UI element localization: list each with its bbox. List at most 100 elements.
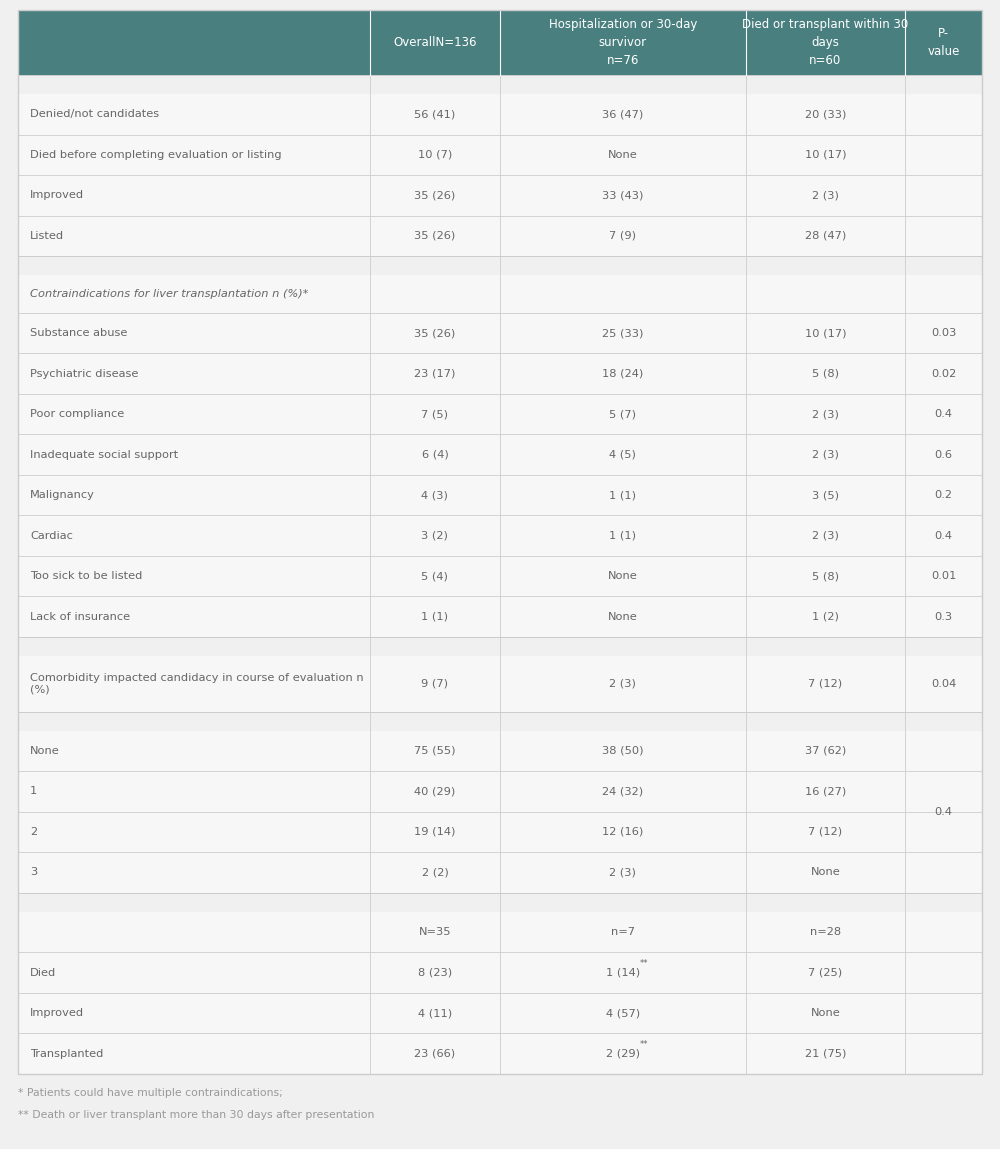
- Text: 25 (33): 25 (33): [602, 327, 644, 338]
- Text: P-
value: P- value: [927, 26, 960, 57]
- Text: **: **: [640, 958, 648, 967]
- Bar: [18, 256, 982, 276]
- Bar: [18, 912, 982, 953]
- Text: * Patients could have multiple contraindications;: * Patients could have multiple contraind…: [18, 1088, 283, 1098]
- Text: 0.04: 0.04: [931, 679, 956, 688]
- Text: Died: Died: [30, 967, 56, 978]
- Bar: [18, 394, 982, 434]
- Text: Psychiatric disease: Psychiatric disease: [30, 369, 138, 378]
- Text: None: None: [608, 151, 638, 160]
- Bar: [18, 276, 982, 313]
- Text: Comorbidity impacted candidacy in course of evaluation n
(%): Comorbidity impacted candidacy in course…: [30, 672, 364, 695]
- Text: 0.3: 0.3: [934, 611, 953, 622]
- Text: 5 (8): 5 (8): [812, 571, 839, 581]
- Bar: [18, 953, 982, 993]
- Text: 35 (26): 35 (26): [414, 191, 456, 200]
- Text: Cardiac: Cardiac: [30, 531, 73, 540]
- Text: None: None: [608, 611, 638, 622]
- Text: Listed: Listed: [30, 231, 64, 241]
- Text: Improved: Improved: [30, 191, 84, 200]
- Bar: [18, 216, 982, 256]
- Text: None: None: [30, 746, 60, 756]
- Text: **: **: [640, 1040, 648, 1049]
- Text: 3: 3: [30, 867, 37, 878]
- Bar: [18, 853, 982, 893]
- Text: ** Death or liver transplant more than 30 days after presentation: ** Death or liver transplant more than 3…: [18, 1110, 374, 1120]
- Text: 4 (3): 4 (3): [421, 491, 448, 500]
- Text: 1 (1): 1 (1): [421, 611, 448, 622]
- Bar: [18, 731, 982, 771]
- Text: 40 (29): 40 (29): [414, 786, 456, 796]
- Text: Inadequate social support: Inadequate social support: [30, 449, 178, 460]
- Bar: [18, 75, 982, 94]
- Bar: [18, 596, 982, 637]
- Bar: [18, 94, 982, 134]
- Text: 0.4: 0.4: [934, 531, 952, 540]
- Text: Malignancy: Malignancy: [30, 491, 95, 500]
- Text: 28 (47): 28 (47): [805, 231, 846, 241]
- Text: 2 (29): 2 (29): [606, 1049, 640, 1058]
- Text: 1 (1): 1 (1): [609, 491, 636, 500]
- Text: Poor compliance: Poor compliance: [30, 409, 124, 419]
- Text: n=7: n=7: [611, 927, 635, 938]
- Text: 24 (32): 24 (32): [602, 786, 643, 796]
- Text: None: None: [810, 1008, 840, 1018]
- Text: 4 (11): 4 (11): [418, 1008, 452, 1018]
- Bar: [18, 637, 982, 656]
- Text: 2 (3): 2 (3): [812, 531, 839, 540]
- Text: None: None: [608, 571, 638, 581]
- Text: 3 (5): 3 (5): [812, 491, 839, 500]
- Text: Transplanted: Transplanted: [30, 1049, 103, 1058]
- Bar: [18, 313, 982, 353]
- Bar: [18, 893, 982, 912]
- Text: 20 (33): 20 (33): [805, 109, 846, 119]
- Text: 4 (5): 4 (5): [609, 449, 636, 460]
- Text: 2 (3): 2 (3): [609, 867, 636, 878]
- Text: 23 (66): 23 (66): [414, 1049, 455, 1058]
- Text: n=28: n=28: [810, 927, 841, 938]
- Text: 10 (17): 10 (17): [805, 327, 846, 338]
- Text: 0.4: 0.4: [934, 807, 952, 817]
- Text: 7 (12): 7 (12): [808, 827, 842, 836]
- Bar: [18, 434, 982, 475]
- Bar: [18, 516, 982, 556]
- Text: N=35: N=35: [419, 927, 451, 938]
- Text: 37 (62): 37 (62): [805, 746, 846, 756]
- Text: 35 (26): 35 (26): [414, 231, 456, 241]
- Text: 18 (24): 18 (24): [602, 369, 644, 378]
- Text: 1 (2): 1 (2): [812, 611, 839, 622]
- Text: Contraindications for liver transplantation n (%)*: Contraindications for liver transplantat…: [30, 290, 308, 299]
- Text: 0.02: 0.02: [931, 369, 956, 378]
- Text: 6 (4): 6 (4): [422, 449, 448, 460]
- Text: Too sick to be listed: Too sick to be listed: [30, 571, 142, 581]
- Text: 1 (1): 1 (1): [609, 531, 636, 540]
- Text: Substance abuse: Substance abuse: [30, 327, 127, 338]
- Text: 10 (17): 10 (17): [805, 151, 846, 160]
- Bar: [18, 10, 982, 75]
- Text: 2: 2: [30, 827, 37, 836]
- Bar: [18, 811, 982, 853]
- Text: 9 (7): 9 (7): [421, 679, 448, 688]
- Text: 5 (7): 5 (7): [609, 409, 636, 419]
- Text: 0.03: 0.03: [931, 327, 956, 338]
- Text: 35 (26): 35 (26): [414, 327, 456, 338]
- Text: 4 (57): 4 (57): [606, 1008, 640, 1018]
- Text: 7 (5): 7 (5): [421, 409, 448, 419]
- Bar: [18, 175, 982, 216]
- Text: Hospitalization or 30-day
survivor
n=76: Hospitalization or 30-day survivor n=76: [549, 18, 697, 67]
- Bar: [18, 771, 982, 811]
- Bar: [18, 556, 982, 596]
- Text: 2 (3): 2 (3): [812, 409, 839, 419]
- Text: Died or transplant within 30
days
n=60: Died or transplant within 30 days n=60: [742, 18, 908, 67]
- Text: 7 (25): 7 (25): [808, 967, 842, 978]
- Text: 1 (14): 1 (14): [606, 967, 640, 978]
- Text: Denied/not candidates: Denied/not candidates: [30, 109, 159, 119]
- Bar: [18, 656, 982, 711]
- Text: 0.2: 0.2: [934, 491, 952, 500]
- Text: 5 (4): 5 (4): [421, 571, 448, 581]
- Bar: [18, 75, 982, 1074]
- Text: OverallN=136: OverallN=136: [393, 36, 477, 49]
- Text: 0.4: 0.4: [934, 409, 952, 419]
- Bar: [18, 134, 982, 175]
- Text: 1: 1: [30, 786, 37, 796]
